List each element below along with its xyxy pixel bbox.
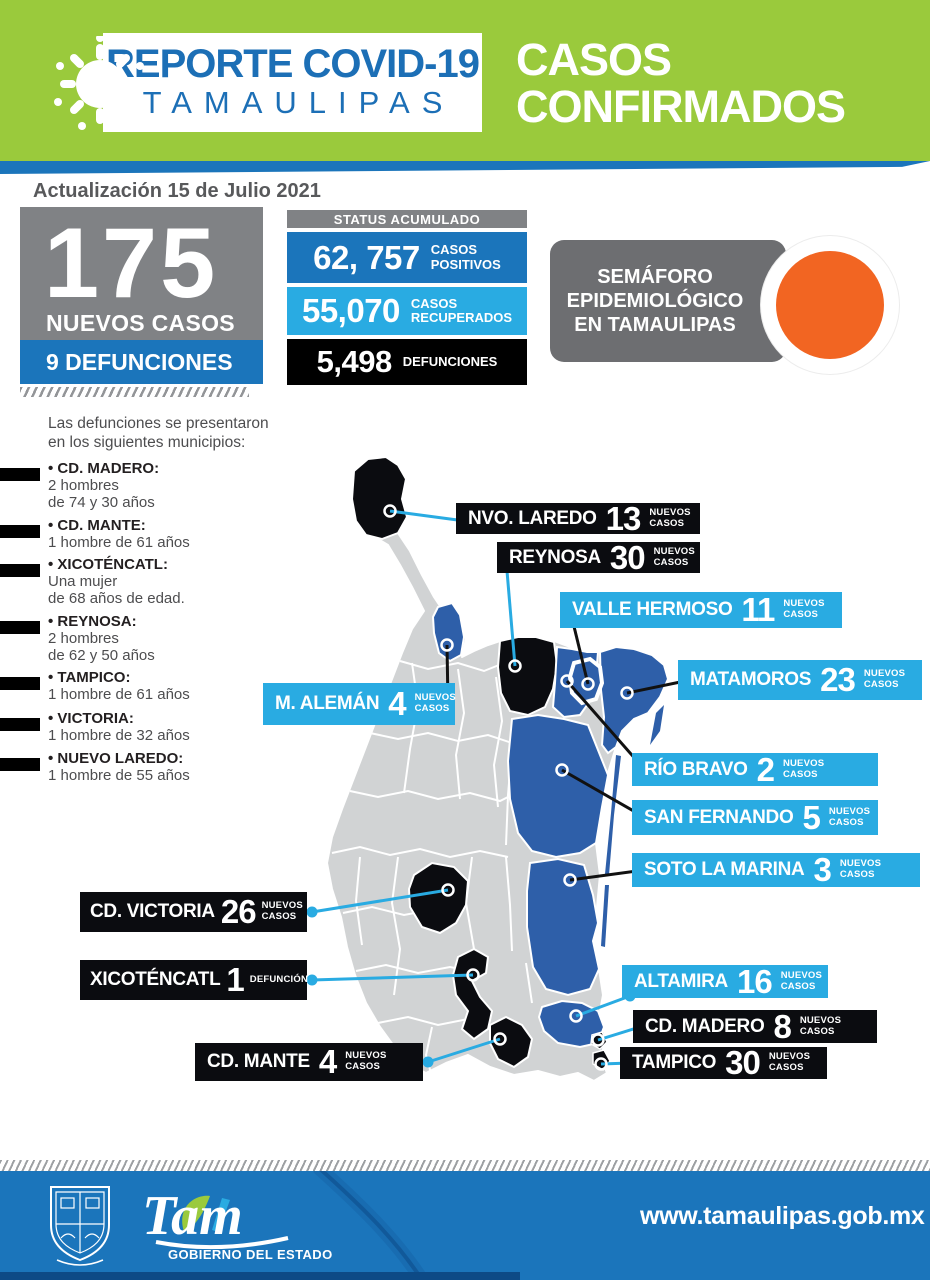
region-mante: [489, 1015, 534, 1069]
status-deaths-row: 5,498 DEFUNCIONES: [287, 339, 527, 385]
positive-value: 62, 757: [313, 238, 420, 276]
page-title: CASOS CONFIRMADOS: [516, 34, 846, 133]
footer-band: [0, 1171, 930, 1280]
region-san-fernando: [506, 713, 610, 859]
semaforo-line3: EN TAMAULIPAS: [574, 314, 736, 336]
tam-logo: Tam: [142, 1185, 289, 1250]
callout-rio-bravo: RÍO BRAVO 2 NUEVOS CASOS: [632, 751, 878, 788]
update-date: Actualización 15 de Julio 2021: [33, 180, 321, 202]
recovered-label: CASOS RECUPERADOS: [410, 295, 513, 325]
tam-logo-leaf: [182, 1195, 210, 1232]
header-blue-stripe: [0, 161, 930, 174]
callout-reynosa: REYNOSA 30 NUEVOS CASOS: [497, 539, 700, 576]
death-item-tampico: • TAMPICO: 1 hombre de 61 años: [48, 669, 190, 703]
coat-of-arms-icon: [50, 1186, 110, 1266]
positive-label: CASOS POSITIVOS: [430, 242, 501, 272]
callout-cd-victoria: CD. VICTORIA 26 NUEVOS CASOS: [80, 892, 307, 932]
tam-logo-slash: [212, 1198, 230, 1232]
callout-tampico: TAMPICO 30 NUEVOS CASOS: [620, 1044, 827, 1081]
callout-valle-hermoso: VALLE HERMOSO 11 NUEVOS CASOS: [560, 591, 842, 628]
new-cases-label: NUEVOS CASOS: [46, 310, 235, 337]
region-matamoros: [598, 645, 670, 755]
status-recovered-row: 55,070 CASOS RECUPERADOS: [287, 287, 527, 335]
gobierno-label: GOBIERNO DEL ESTADO: [168, 1247, 333, 1262]
side-bar-marker: [0, 468, 40, 481]
recovered-value: 55,070: [301, 292, 400, 329]
barrier-islands: [601, 705, 664, 947]
footer-hatch: [0, 1160, 930, 1171]
status-header: STATUS ACUMULADO: [287, 210, 527, 228]
region-soto-la-marina: [526, 857, 601, 997]
side-bar-marker: [0, 718, 40, 731]
status-positive-row: 62, 757 CASOS POSITIVOS: [287, 232, 527, 283]
side-bar-marker: [0, 621, 40, 634]
semaforo-box: SEMÁFORO EPIDEMIOLÓGICO EN TAMAULIPAS: [550, 240, 786, 362]
callout-matamoros: MATAMOROS 23 NUEVOS CASOS: [678, 660, 922, 700]
semaforo-line1: SEMÁFORO: [597, 266, 713, 288]
callout-san-fernando: SAN FERNANDO 5 NUEVOS CASOS: [632, 799, 878, 836]
death-item-mante: • CD. MANTE: 1 hombre de 61 años: [48, 517, 190, 551]
virus-icon: [54, 36, 144, 130]
deaths-label: DEFUNCIONES: [402, 353, 498, 369]
callout-cd-madero: CD. MADERO 8 NUEVOS CASOS: [633, 1008, 877, 1045]
municipality-borders: [331, 550, 533, 1078]
deaths-value: 5,498: [316, 344, 393, 379]
page-title-line2: CONFIRMADOS: [516, 81, 846, 133]
death-item-xicotencatl: • XICOTÉNCATL: Una mujer de 68 años de e…: [48, 556, 185, 607]
callout-m-aleman: M. ALEMÁN 4 NUEVOS CASOS: [263, 683, 456, 725]
connector-lines-black: [445, 609, 691, 882]
death-item-madero: • CD. MADERO: 2 hombres de 74 y 30 años: [48, 460, 160, 511]
deaths-intro: Las defunciones se presentaron en los si…: [48, 415, 269, 451]
callout-nvo-laredo: NVO. LAREDO 13 NUEVOS CASOS: [456, 500, 700, 537]
death-item-nuevo-laredo: • NUEVO LAREDO: 1 hombre de 55 años: [48, 750, 190, 784]
report-title-box: REPORTE COVID-19 TAMAULIPAS: [103, 33, 482, 132]
callout-cd-mante: CD. MANTE 4 NUEVOS CASOS: [195, 1043, 423, 1081]
footer-bottom-strip: [0, 1272, 520, 1280]
death-item-reynosa: • REYNOSA: 2 hombres de 62 y 50 años: [48, 613, 155, 664]
region-xicotencatl: [451, 947, 494, 1041]
callout-altamira: ALTAMIRA 16 NUEVOS CASOS: [622, 963, 828, 1000]
side-bar-marker: [0, 677, 40, 690]
hatch-decoration: [20, 387, 249, 397]
new-cases-value: 175: [44, 207, 219, 318]
tam-logo-text: Tam: [142, 1185, 243, 1247]
new-deaths-bar: 9 DEFUNCIONES: [20, 340, 263, 384]
new-cases-box: 175 NUEVOS CASOS: [20, 207, 263, 340]
side-bar-marker: [0, 758, 40, 771]
semaforo-orange-light: [776, 251, 884, 359]
report-title: REPORTE COVID-19: [106, 42, 480, 87]
page-title-line1: CASOS: [516, 34, 672, 85]
semaforo-line2: EPIDEMIOLÓGICO: [566, 290, 744, 312]
footer-url: www.tamaulipas.gob.mx: [640, 1202, 925, 1230]
region-nuevo-laredo: [350, 455, 409, 541]
map-end-rings: [383, 504, 634, 1071]
side-bar-marker: [0, 525, 40, 538]
region-victoria: [407, 861, 470, 935]
side-bar-marker: [0, 564, 40, 577]
callout-xicotencatl: XICOTÉNCATL 1 DEFUNCIÓN: [80, 960, 308, 1000]
callout-soto-la-marina: SOTO LA MARINA 3 NUEVOS CASOS: [632, 851, 920, 888]
footer-swoosh: [313, 1171, 430, 1280]
report-subtitle: TAMAULIPAS: [142, 85, 455, 121]
death-item-victoria: • VICTORIA: 1 hombre de 32 años: [48, 710, 190, 744]
